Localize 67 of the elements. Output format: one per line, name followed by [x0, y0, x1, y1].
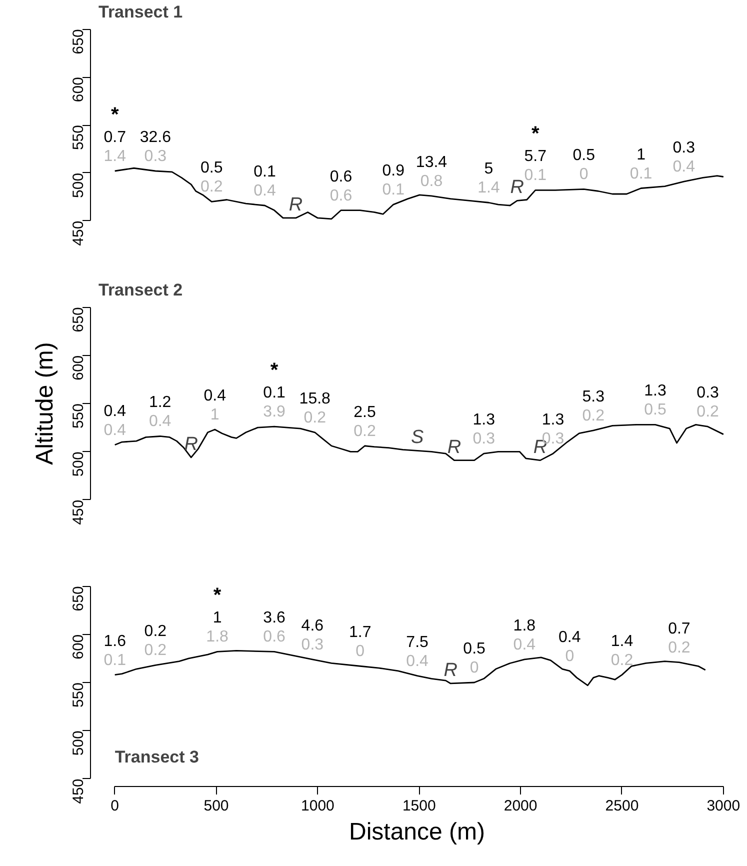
annotation: 5 1.4 [478, 160, 500, 197]
annotation: 1.4 0.2 [610, 632, 634, 669]
y-tick-label: 600 [70, 77, 87, 102]
annotation: 0.1 0.4 [254, 164, 276, 200]
annotation: 0.2 0.2 [144, 623, 167, 660]
y-tick-label: 600 [70, 355, 87, 380]
y-tick-label: 500 [70, 730, 87, 756]
annotation: 2.5 0.2 [354, 404, 376, 440]
annotation: R [510, 177, 524, 198]
annotation: R [288, 194, 303, 216]
x-axis-title: Distance (m) [348, 818, 486, 846]
y-tick-label: 550 [70, 682, 87, 708]
y-tick-label: 450 [70, 778, 87, 804]
annotation: 0.3 0.4 [672, 140, 696, 176]
annotation: 0.7 0.2 [668, 620, 690, 656]
annotation: 1.3 0.5 [644, 382, 666, 419]
annotation: 1.2 0.4 [148, 394, 172, 430]
annotation: * 5.7 0.1 [524, 123, 547, 184]
annotation: 15.8 0.2 [299, 390, 331, 426]
chart-title: Transect 2 [98, 280, 183, 300]
annotation: 1.3 0.3 [472, 412, 496, 448]
y-tick-label: 450 [70, 220, 87, 246]
y-tick-label: 550 [70, 124, 87, 150]
x-tick-label: 0 [110, 798, 120, 814]
y-tick-label: 650 [70, 307, 87, 332]
annotation: 13.4 0.8 [416, 154, 448, 190]
annotation: 0.5 0 [572, 147, 596, 184]
y-tick-label: 450 [70, 500, 87, 525]
x-tick-label: 500 [204, 798, 229, 814]
x-tick-label: 3000 [706, 798, 740, 814]
annotation: Transect 3 [114, 747, 199, 766]
annotation: 0.9 0.1 [382, 162, 405, 199]
y-tick-label: 650 [70, 29, 87, 54]
annotation: 7.5 0.4 [406, 634, 429, 670]
x-tick-label: 2000 [504, 798, 538, 814]
annotation: 1 0.1 [630, 146, 652, 182]
y-axis-title: Altitude (m) [32, 342, 58, 465]
y-tick-label: 500 [70, 172, 87, 198]
annotation: 32.6 0.3 [140, 129, 172, 165]
annotation: 0.5 0.2 [200, 160, 223, 196]
annotation: 0.5 0 [463, 640, 486, 676]
annotation: 0.4 0.4 [104, 402, 126, 439]
x-tick-label: 2500 [605, 798, 639, 814]
annotation: 0.4 1 [204, 388, 226, 424]
annotation: R [447, 436, 462, 458]
y-tick-label: 550 [70, 403, 87, 429]
annotation: 0.4 0 [558, 628, 581, 665]
annotation: 1.7 0 [348, 624, 372, 660]
y-tick-label: 600 [70, 634, 87, 660]
annotation: 3.6 0.6 [263, 610, 286, 646]
annotation: R [444, 660, 458, 681]
annotation: * 0.1 3.9 [263, 360, 286, 421]
x-tick-label: 1000 [301, 798, 334, 814]
annotation: 1.6 0.1 [104, 632, 126, 669]
y-tick-label: 500 [70, 452, 87, 477]
annotation: 1.8 0.4 [513, 617, 536, 654]
annotation: 0.6 0.6 [330, 168, 352, 204]
chart-title: Transect 1 [98, 2, 183, 22]
annotation: S [410, 427, 424, 448]
annotation: * 1 1.8 [206, 584, 229, 646]
x-tick-label: 1500 [402, 798, 436, 814]
annotation: R [184, 434, 198, 455]
annotation: * 0.7 1.4 [104, 104, 126, 165]
annotation: 4.6 0.3 [301, 617, 324, 654]
annotation: 0.3 0.2 [696, 384, 720, 421]
y-tick-label: 650 [70, 586, 87, 612]
annotation: 5.3 0.2 [582, 388, 605, 424]
